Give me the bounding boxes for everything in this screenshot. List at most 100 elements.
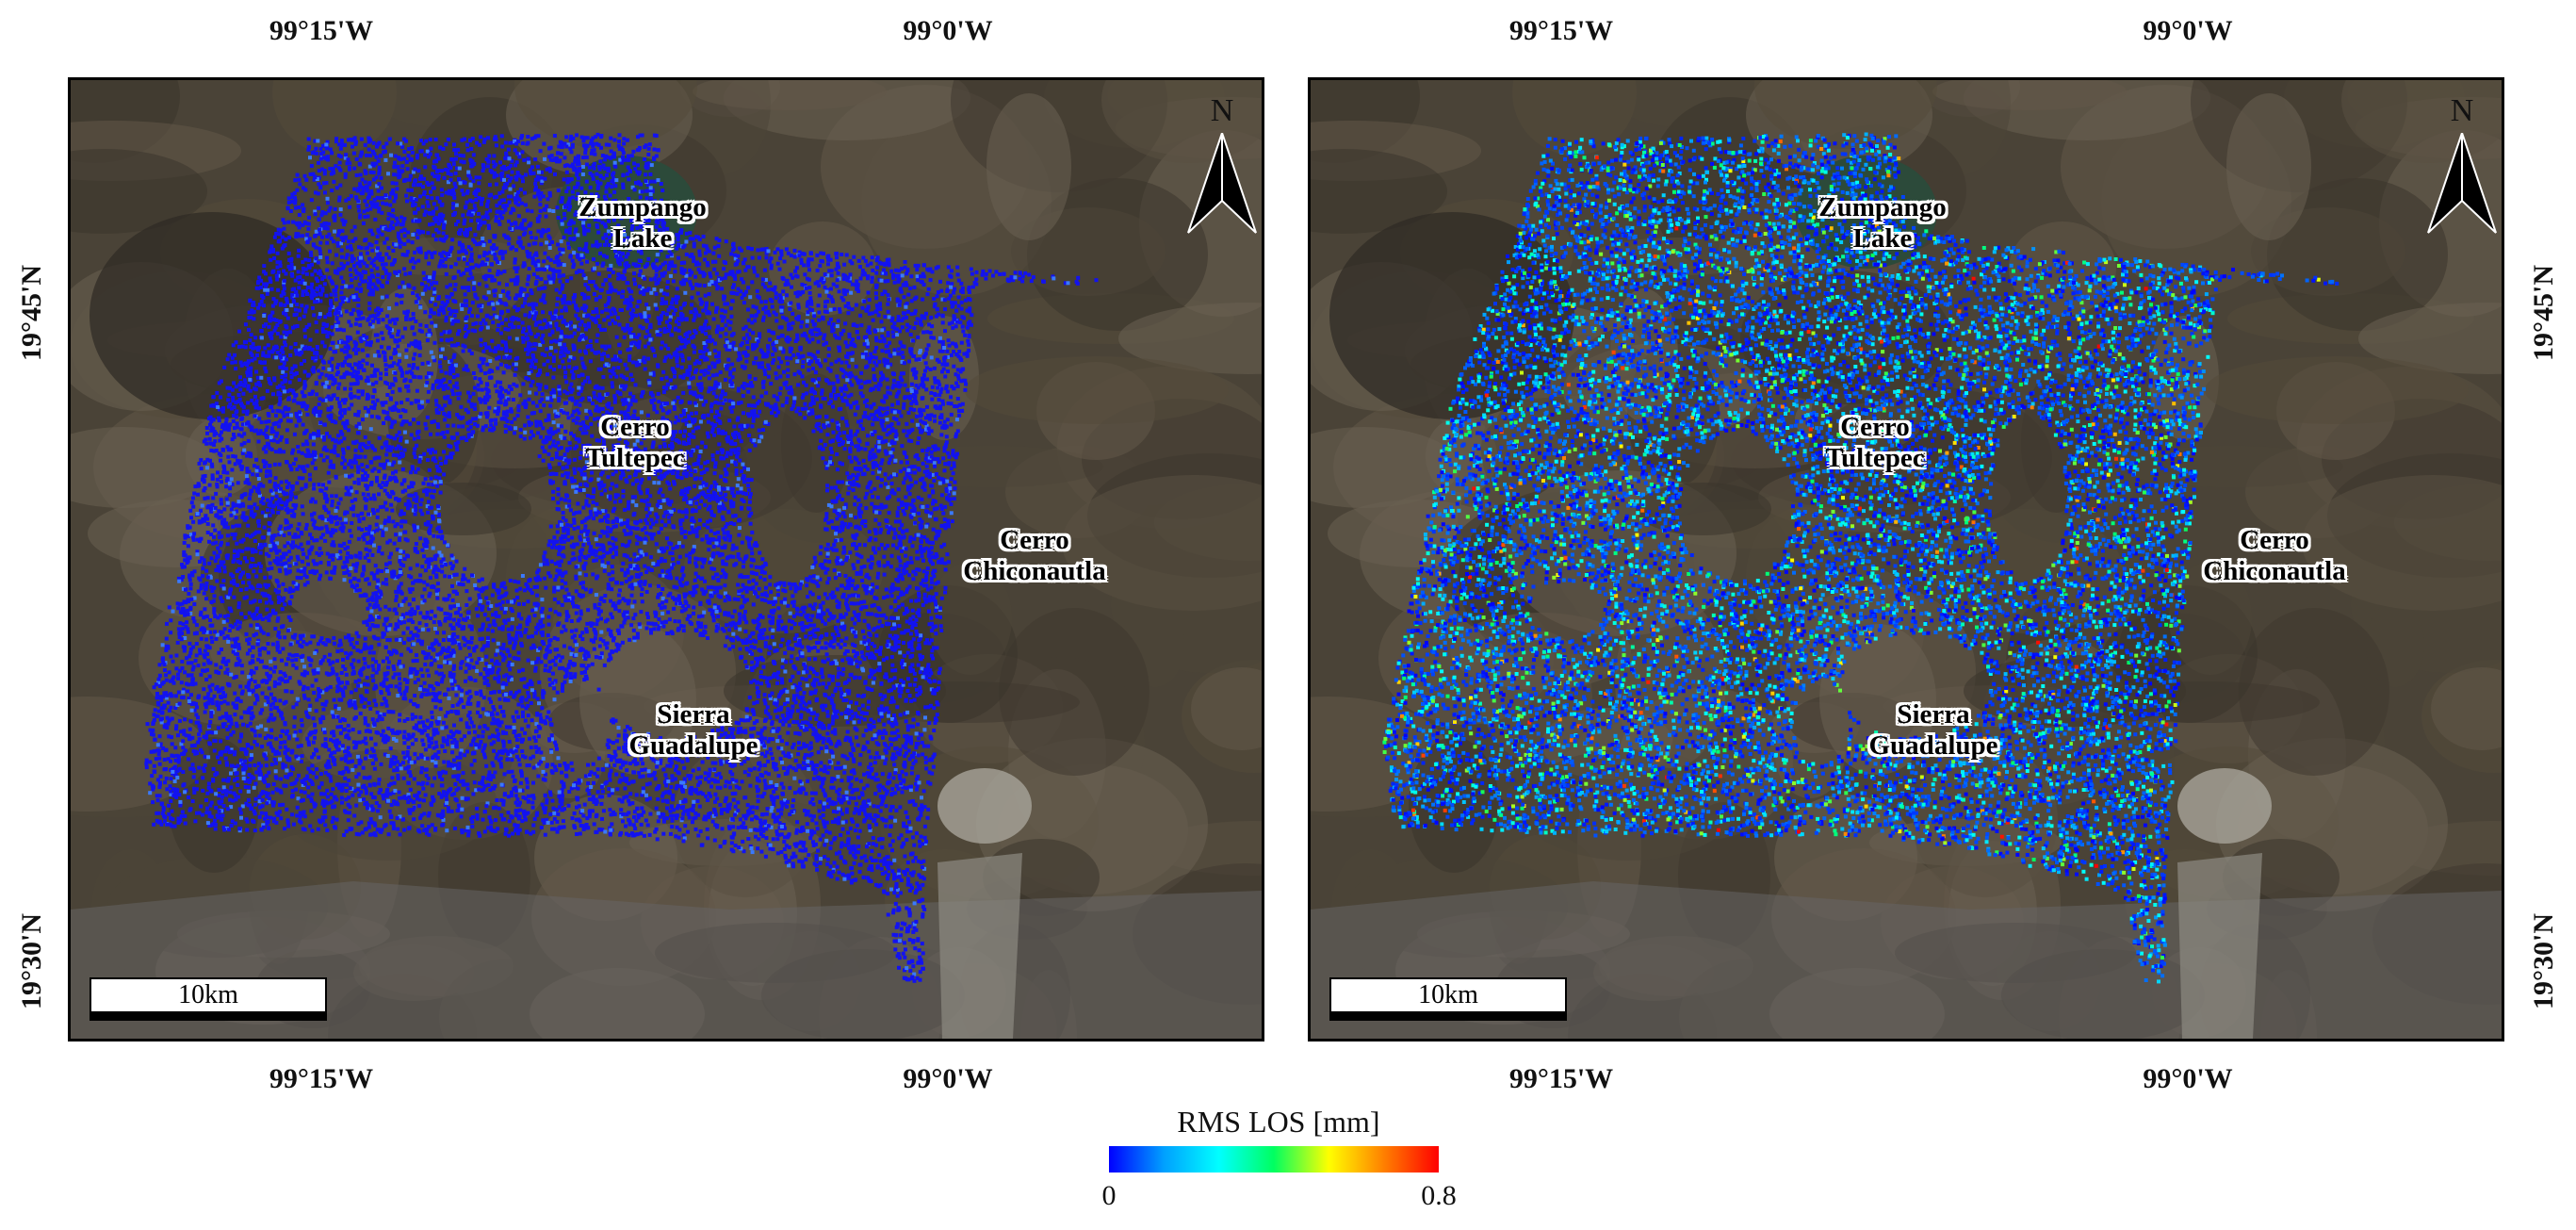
ps-point bbox=[507, 241, 512, 246]
ps-point bbox=[534, 749, 539, 754]
ps-point bbox=[281, 647, 285, 651]
ps-point bbox=[204, 678, 209, 681]
ps-point bbox=[611, 554, 615, 559]
ps-point bbox=[380, 551, 384, 556]
ps-point bbox=[542, 403, 546, 408]
ps-point bbox=[560, 630, 564, 634]
ps-point bbox=[817, 318, 822, 322]
ps-point bbox=[626, 323, 629, 328]
ps-point bbox=[362, 209, 367, 214]
ps-point bbox=[253, 563, 258, 567]
ps-point bbox=[750, 530, 755, 534]
ps-point bbox=[693, 390, 697, 395]
ps-point bbox=[461, 154, 465, 158]
ps-point bbox=[440, 744, 445, 748]
ps-point bbox=[733, 256, 738, 261]
ps-point bbox=[869, 668, 873, 673]
ps-point bbox=[791, 614, 796, 618]
ps-point bbox=[182, 549, 187, 554]
ps-point bbox=[796, 406, 801, 411]
ps-point bbox=[339, 795, 344, 800]
ps-point bbox=[868, 331, 872, 336]
ps-point bbox=[304, 522, 309, 527]
ps-point bbox=[370, 507, 375, 512]
ps-point bbox=[715, 796, 720, 801]
ps-point bbox=[907, 359, 911, 364]
ps-point bbox=[268, 595, 272, 599]
ps-point bbox=[905, 455, 909, 459]
ps-point bbox=[509, 407, 514, 412]
ps-point bbox=[453, 782, 458, 786]
ps-point bbox=[456, 256, 461, 261]
ps-point bbox=[416, 236, 420, 240]
ps-point bbox=[338, 730, 343, 735]
ps-point bbox=[425, 610, 430, 615]
ps-point bbox=[501, 370, 506, 375]
ps-point bbox=[556, 653, 561, 658]
ps-point bbox=[803, 402, 807, 406]
ps-point bbox=[571, 551, 576, 556]
ps-point bbox=[786, 765, 791, 770]
ps-point bbox=[332, 697, 336, 702]
ps-point bbox=[825, 488, 829, 493]
ps-point bbox=[798, 412, 803, 417]
ps-point bbox=[291, 399, 296, 403]
ps-point bbox=[336, 501, 341, 506]
ps-point bbox=[939, 629, 944, 632]
ps-point bbox=[395, 453, 399, 458]
ps-point bbox=[924, 366, 929, 370]
ps-point bbox=[584, 431, 589, 435]
ps-point bbox=[371, 395, 375, 400]
ps-point bbox=[377, 469, 382, 474]
ps-point bbox=[857, 265, 862, 269]
ps-point bbox=[335, 453, 340, 458]
ps-point bbox=[448, 661, 452, 665]
ps-point bbox=[875, 505, 880, 510]
ps-point bbox=[724, 323, 728, 328]
ps-point bbox=[622, 335, 627, 339]
ps-point bbox=[479, 693, 483, 697]
ps-point bbox=[476, 314, 480, 319]
ps-point bbox=[539, 234, 544, 238]
ps-point bbox=[576, 501, 580, 506]
ps-point bbox=[349, 566, 353, 570]
ps-point bbox=[452, 314, 457, 318]
ps-point bbox=[505, 599, 510, 604]
ps-point bbox=[474, 607, 479, 612]
ps-point bbox=[552, 597, 557, 601]
ps-point bbox=[267, 686, 271, 691]
ps-point bbox=[693, 578, 697, 582]
ps-point bbox=[461, 771, 465, 776]
ps-point bbox=[437, 672, 442, 677]
ps-point bbox=[886, 358, 889, 363]
ps-point bbox=[838, 529, 842, 533]
ps-point bbox=[872, 360, 876, 365]
ps-point bbox=[366, 682, 370, 687]
ps-point bbox=[775, 676, 780, 681]
ps-point bbox=[641, 762, 645, 766]
ps-point bbox=[155, 743, 160, 747]
ps-point bbox=[864, 605, 869, 609]
ps-point bbox=[553, 172, 557, 176]
ps-point bbox=[883, 449, 888, 453]
ps-point bbox=[690, 525, 694, 530]
ps-point bbox=[775, 851, 780, 856]
ps-point bbox=[316, 191, 320, 196]
ps-point bbox=[367, 192, 371, 197]
ps-point bbox=[804, 857, 808, 861]
ps-point bbox=[164, 678, 169, 682]
ps-point bbox=[398, 532, 402, 536]
ps-point bbox=[338, 638, 343, 643]
ps-point bbox=[647, 142, 652, 147]
ps-point bbox=[779, 807, 784, 812]
ps-point bbox=[385, 685, 389, 690]
ps-point bbox=[413, 455, 417, 459]
ps-point bbox=[925, 504, 930, 509]
ps-point bbox=[708, 767, 712, 772]
ps-point bbox=[584, 155, 589, 159]
ps-point bbox=[383, 518, 388, 523]
ps-point bbox=[779, 781, 784, 786]
ps-point bbox=[569, 150, 574, 155]
ps-point bbox=[740, 364, 744, 369]
ps-point bbox=[906, 411, 911, 415]
